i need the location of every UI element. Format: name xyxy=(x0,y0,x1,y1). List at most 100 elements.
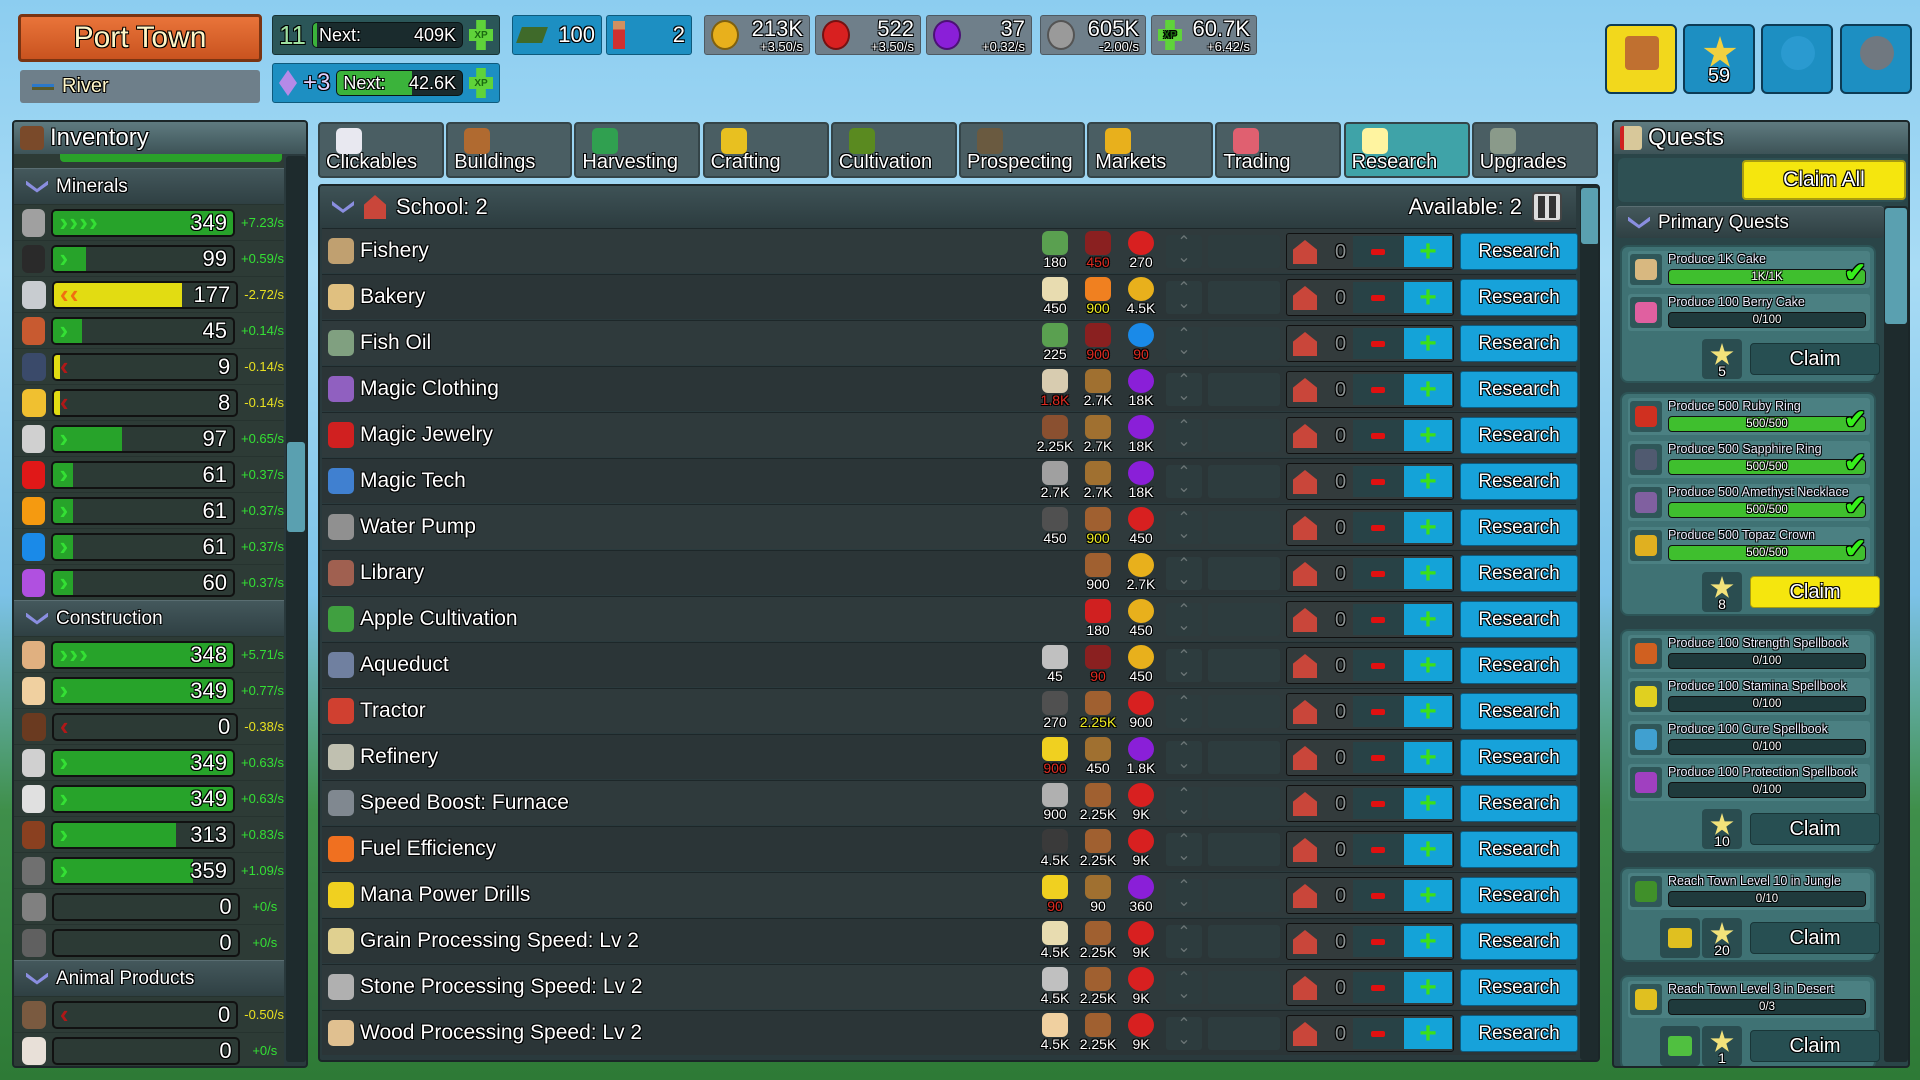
remove-school-button[interactable] xyxy=(1353,328,1403,359)
world-map-button[interactable] xyxy=(1761,24,1833,94)
inventory-row[interactable]: › 45 +0.14/s xyxy=(14,312,284,348)
add-school-button[interactable]: + xyxy=(1404,972,1452,1003)
inventory-row[interactable]: › 61 +0.37/s xyxy=(14,456,284,492)
research-button[interactable]: Research xyxy=(1460,969,1578,1006)
add-school-button[interactable]: + xyxy=(1404,742,1452,773)
collapse-chevron-icon[interactable] xyxy=(26,612,48,625)
tab-harvesting[interactable]: Harvesting xyxy=(574,122,701,178)
claim-button[interactable]: Claim xyxy=(1750,576,1880,608)
add-school-button[interactable]: + xyxy=(1404,558,1452,589)
inventory-row[interactable]: 0 +0/s xyxy=(14,888,284,924)
research-button[interactable]: Research xyxy=(1460,555,1578,592)
research-button[interactable]: Research xyxy=(1460,233,1578,270)
inventory-row[interactable]: ‹ 9 -0.14/s xyxy=(14,348,284,384)
tab-research[interactable]: Research xyxy=(1343,122,1470,178)
add-school-button[interactable]: + xyxy=(1404,328,1452,359)
expand-toggle-icon[interactable]: ⌃ ⌄ xyxy=(1166,603,1202,636)
expand-toggle-icon[interactable]: ⌃ ⌄ xyxy=(1166,695,1202,728)
collapse-chevron-icon[interactable] xyxy=(26,972,48,985)
add-school-button[interactable]: + xyxy=(1404,374,1452,405)
add-school-button[interactable]: + xyxy=(1404,880,1452,911)
inventory-row[interactable]: › 313 +0.83/s xyxy=(14,816,284,852)
expand-toggle-icon[interactable]: ⌃ ⌄ xyxy=(1166,741,1202,774)
expand-toggle-icon[interactable]: ⌃ ⌄ xyxy=(1166,833,1202,866)
inventory-row[interactable]: › 349 +0.63/s xyxy=(14,780,284,816)
claim-button[interactable]: Claim xyxy=(1750,813,1880,845)
inventory-row[interactable]: ‹ 0 -0.50/s xyxy=(14,996,284,1032)
expand-toggle-icon[interactable]: ⌃ ⌄ xyxy=(1166,373,1202,406)
add-school-button[interactable]: + xyxy=(1404,604,1452,635)
add-school-button[interactable]: + xyxy=(1404,834,1452,865)
tab-upgrades[interactable]: Upgrades xyxy=(1471,122,1598,178)
quests-scrollbar[interactable] xyxy=(1884,206,1908,1062)
inventory-row[interactable]: › 359 +1.09/s xyxy=(14,852,284,888)
inventory-row[interactable]: ‹ 8 -0.14/s xyxy=(14,384,284,420)
tab-markets[interactable]: Markets xyxy=(1087,122,1214,178)
inventory-row[interactable]: › 61 +0.37/s xyxy=(14,528,284,564)
research-button[interactable]: Research xyxy=(1460,325,1578,362)
inventory-row[interactable]: 0 +0/s xyxy=(14,924,284,960)
research-button[interactable]: Research xyxy=(1460,279,1578,316)
expand-toggle-icon[interactable]: ⌃ ⌄ xyxy=(1166,787,1202,820)
tab-buildings[interactable]: Buildings xyxy=(446,122,573,178)
expand-toggle-icon[interactable]: ⌃ ⌄ xyxy=(1166,511,1202,544)
primary-quests-header[interactable]: Primary Quests xyxy=(1616,206,1884,238)
settings-button[interactable] xyxy=(1840,24,1912,94)
research-button[interactable]: Research xyxy=(1460,831,1578,868)
remove-school-button[interactable] xyxy=(1353,420,1403,451)
remove-school-button[interactable] xyxy=(1353,696,1403,727)
expand-toggle-icon[interactable]: ⌃ ⌄ xyxy=(1166,971,1202,1004)
inventory-row[interactable]: › 349 +0.77/s xyxy=(14,672,284,708)
expand-toggle-icon[interactable]: ⌃ ⌄ xyxy=(1166,925,1202,958)
add-school-button[interactable]: + xyxy=(1404,236,1452,267)
town-name-sign[interactable]: Port Town xyxy=(18,14,262,62)
remove-school-button[interactable] xyxy=(1353,1018,1403,1049)
school-header[interactable]: School: 2 Available: 2 xyxy=(320,186,1576,228)
expand-toggle-icon[interactable]: ⌃ ⌄ xyxy=(1166,419,1202,452)
remove-school-button[interactable] xyxy=(1353,742,1403,773)
inventory-row[interactable]: › 99 +0.59/s xyxy=(14,240,284,276)
add-school-button[interactable]: + xyxy=(1404,420,1452,451)
remove-school-button[interactable] xyxy=(1353,282,1403,313)
add-school-button[interactable]: + xyxy=(1404,926,1452,957)
remove-school-button[interactable] xyxy=(1353,558,1403,589)
add-school-button[interactable]: + xyxy=(1404,466,1452,497)
expand-toggle-icon[interactable]: ⌃ ⌄ xyxy=(1166,1017,1202,1050)
remove-school-button[interactable] xyxy=(1353,236,1403,267)
claim-button[interactable]: Claim xyxy=(1750,1030,1880,1062)
tab-prospecting[interactable]: Prospecting xyxy=(959,122,1085,178)
research-button[interactable]: Research xyxy=(1460,785,1578,822)
remove-school-button[interactable] xyxy=(1353,650,1403,681)
add-school-button[interactable]: + xyxy=(1404,1018,1452,1049)
collapse-chevron-icon[interactable] xyxy=(332,201,354,213)
inventory-section-animal-products[interactable]: Animal Products xyxy=(14,960,284,996)
add-school-button[interactable]: + xyxy=(1404,650,1452,681)
tab-cultivation[interactable]: Cultivation xyxy=(830,122,957,178)
claim-button[interactable]: Claim xyxy=(1750,343,1880,375)
inventory-scrollbar[interactable] xyxy=(286,156,306,1062)
add-school-button[interactable]: + xyxy=(1404,282,1452,313)
research-button[interactable]: Research xyxy=(1460,693,1578,730)
expand-toggle-icon[interactable]: ⌃ ⌄ xyxy=(1166,235,1202,268)
research-button[interactable]: Research xyxy=(1460,739,1578,776)
remove-school-button[interactable] xyxy=(1353,880,1403,911)
inventory-row[interactable]: ‹ ‹ 177 -2.72/s xyxy=(14,276,284,312)
claim-all-button[interactable]: Claim All xyxy=(1742,160,1906,200)
remove-school-button[interactable] xyxy=(1353,972,1403,1003)
remove-school-button[interactable] xyxy=(1353,374,1403,405)
remove-school-button[interactable] xyxy=(1353,926,1403,957)
inventory-row[interactable]: › 349 +0.63/s xyxy=(14,744,284,780)
remove-school-button[interactable] xyxy=(1353,604,1403,635)
tab-trading[interactable]: Trading xyxy=(1215,122,1342,178)
add-school-button[interactable]: + xyxy=(1404,788,1452,819)
inventory-row[interactable]: › › › › 349 +7.23/s xyxy=(14,204,284,240)
claim-button[interactable]: Claim xyxy=(1750,922,1880,954)
expand-toggle-icon[interactable]: ⌃ ⌄ xyxy=(1166,465,1202,498)
expand-toggle-icon[interactable]: ⌃ ⌄ xyxy=(1166,649,1202,682)
collapse-chevron-icon[interactable] xyxy=(1628,216,1650,229)
remove-school-button[interactable] xyxy=(1353,466,1403,497)
add-school-button[interactable]: + xyxy=(1404,696,1452,727)
expand-toggle-icon[interactable]: ⌃ ⌄ xyxy=(1166,557,1202,590)
inventory-row[interactable]: › 61 +0.37/s xyxy=(14,492,284,528)
research-scrollbar[interactable] xyxy=(1580,186,1598,1060)
